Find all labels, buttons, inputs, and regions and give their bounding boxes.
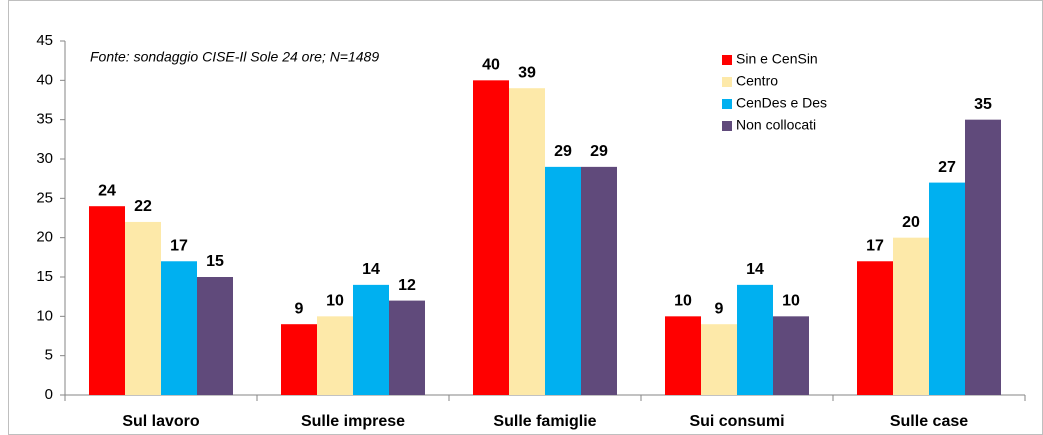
y-tick-label: 10 bbox=[36, 307, 53, 324]
x-tick-label: Sui consumi bbox=[689, 413, 784, 430]
value-label: 27 bbox=[938, 159, 956, 176]
bar bbox=[161, 261, 197, 395]
bar bbox=[545, 166, 581, 395]
value-label: 29 bbox=[590, 143, 608, 160]
y-tick-label: 0 bbox=[45, 386, 53, 403]
value-label: 24 bbox=[98, 182, 116, 199]
value-label: 9 bbox=[715, 300, 724, 317]
legend-swatch bbox=[722, 99, 732, 109]
y-tick-label: 35 bbox=[36, 111, 53, 128]
value-label: 40 bbox=[482, 57, 500, 74]
legend-swatch bbox=[722, 121, 732, 131]
y-tick-label: 20 bbox=[36, 229, 53, 246]
bar bbox=[509, 88, 545, 395]
y-tick-label: 5 bbox=[45, 347, 53, 364]
value-label: 15 bbox=[206, 253, 224, 270]
legend-swatch bbox=[722, 55, 732, 65]
value-label: 29 bbox=[554, 143, 572, 160]
bar bbox=[965, 119, 1001, 396]
value-label: 10 bbox=[326, 293, 344, 310]
value-label: 17 bbox=[866, 237, 884, 254]
x-tick-label: Sul lavoro bbox=[122, 413, 200, 430]
bar bbox=[581, 166, 617, 395]
bar bbox=[89, 206, 125, 395]
legend-label: Non collocati bbox=[736, 117, 816, 133]
value-label: 17 bbox=[170, 237, 188, 254]
bar bbox=[473, 80, 509, 395]
annotation: Fonte: sondaggio CISE-Il Sole 24 ore; N=… bbox=[90, 49, 379, 65]
value-label: 35 bbox=[974, 96, 992, 113]
y-tick-label: 25 bbox=[36, 189, 53, 206]
value-label: 10 bbox=[782, 293, 800, 310]
value-label: 14 bbox=[746, 261, 764, 278]
value-label: 22 bbox=[134, 198, 152, 215]
bar bbox=[665, 316, 701, 395]
bar bbox=[281, 324, 317, 395]
y-tick-label: 30 bbox=[36, 150, 53, 167]
bar bbox=[197, 277, 233, 395]
legend-label: CenDes e Des bbox=[736, 95, 827, 111]
bar bbox=[773, 316, 809, 395]
value-label: 39 bbox=[518, 64, 536, 81]
x-tick-label: Sulle case bbox=[890, 413, 968, 430]
value-label: 12 bbox=[398, 277, 416, 294]
y-tick-label: 15 bbox=[36, 268, 53, 285]
bar bbox=[893, 237, 929, 395]
bar bbox=[353, 284, 389, 395]
bar bbox=[857, 261, 893, 395]
legend-swatch bbox=[722, 77, 732, 87]
value-label: 20 bbox=[902, 214, 920, 231]
value-label: 10 bbox=[674, 293, 692, 310]
bar bbox=[737, 284, 773, 395]
bar bbox=[389, 300, 425, 395]
x-tick-label: Sulle imprese bbox=[301, 413, 405, 430]
legend-label: Centro bbox=[736, 73, 778, 89]
y-tick-label: 40 bbox=[36, 71, 53, 88]
value-label: 9 bbox=[295, 300, 304, 317]
bar bbox=[929, 182, 965, 395]
legend-label: Sin e CenSin bbox=[736, 51, 818, 67]
bar bbox=[317, 316, 353, 395]
value-label: 14 bbox=[362, 261, 380, 278]
x-tick-label: Sulle famiglie bbox=[493, 413, 596, 430]
y-tick-label: 45 bbox=[36, 32, 53, 49]
bar bbox=[125, 221, 161, 395]
bar bbox=[701, 324, 737, 395]
